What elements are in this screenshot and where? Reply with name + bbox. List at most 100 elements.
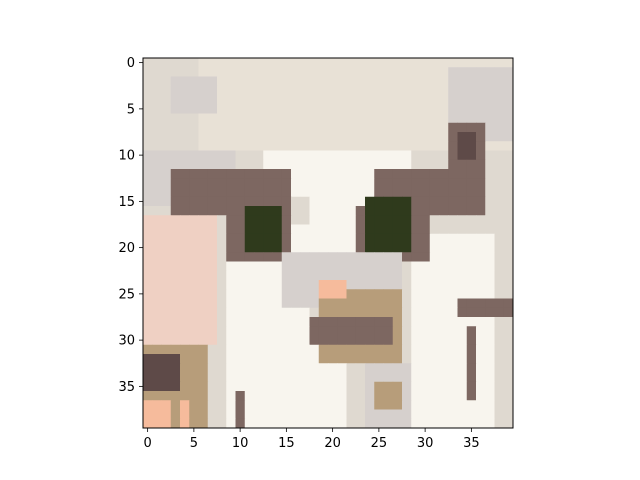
image-pixel (383, 169, 394, 179)
image-pixel (383, 344, 394, 355)
image-pixel (244, 344, 255, 355)
image-pixel (161, 58, 172, 68)
image-pixel (291, 317, 301, 327)
image-pixel (355, 298, 366, 309)
image-pixel (189, 150, 199, 161)
image-pixel (466, 261, 477, 272)
image-pixel (207, 76, 218, 87)
image-pixel (226, 169, 236, 179)
image-pixel (383, 150, 394, 161)
image-pixel (263, 391, 273, 401)
image-pixel (198, 335, 209, 346)
image-pixel (439, 150, 449, 161)
image-pixel (272, 132, 283, 142)
image-pixel (235, 150, 246, 161)
image-pixel (402, 307, 412, 318)
image-pixel (263, 381, 273, 392)
image-pixel (429, 307, 440, 318)
image-pixel (420, 141, 431, 151)
image-pixel (152, 76, 162, 87)
image-pixel (346, 243, 357, 253)
image-pixel (244, 85, 255, 96)
image-pixel (337, 344, 347, 355)
image-pixel (328, 141, 338, 151)
image-pixel (328, 317, 338, 327)
image-pixel (170, 400, 181, 410)
image-pixel (429, 206, 440, 216)
image-pixel (226, 104, 236, 114)
image-pixel (448, 252, 458, 262)
image-pixel (466, 76, 477, 87)
image-pixel (152, 270, 162, 281)
image-pixel (383, 363, 394, 373)
image-pixel (355, 85, 366, 96)
image-pixel (337, 113, 347, 124)
image-pixel (309, 391, 320, 401)
image-pixel (309, 187, 320, 198)
image-pixel (374, 243, 384, 253)
image-pixel (281, 252, 292, 262)
image-pixel (309, 261, 320, 272)
image-pixel (143, 178, 153, 188)
image-pixel (309, 409, 320, 420)
image-pixel (318, 132, 329, 142)
image-pixel (300, 381, 310, 392)
image-pixel (244, 159, 255, 170)
x-tick-label: 0 (143, 436, 151, 451)
image-pixel (198, 67, 209, 77)
image-pixel (207, 400, 218, 410)
image-pixel (466, 141, 477, 151)
image-pixel (263, 354, 273, 364)
y-tick-label: 10 (118, 149, 135, 164)
image-pixel (198, 381, 209, 392)
image-pixel (392, 307, 403, 318)
image-pixel (281, 354, 292, 364)
image-pixel (365, 372, 375, 383)
image-pixel (152, 335, 162, 346)
image-pixel (476, 326, 486, 336)
image-pixel (291, 224, 301, 235)
image-pixel (494, 196, 505, 207)
image-pixel (337, 270, 347, 281)
image-pixel (466, 289, 477, 299)
image-pixel (365, 196, 375, 207)
image-pixel (291, 95, 301, 105)
image-pixel (226, 187, 236, 198)
image-pixel (244, 280, 255, 290)
image-pixel (503, 159, 514, 170)
image-pixel (328, 224, 338, 235)
image-pixel (485, 132, 495, 142)
image-pixel (457, 233, 468, 244)
image-pixel (263, 335, 273, 346)
image-pixel (411, 104, 421, 114)
image-pixel (170, 298, 181, 309)
image-pixel (485, 381, 495, 392)
image-pixel (152, 196, 162, 207)
image-pixel (476, 280, 486, 290)
image-pixel (374, 76, 384, 87)
image-pixel (291, 187, 301, 198)
image-pixel (457, 298, 468, 309)
image-pixel (291, 141, 301, 151)
image-pixel (309, 95, 320, 105)
image-pixel (439, 409, 449, 420)
image-pixel (244, 169, 255, 179)
image-pixel (254, 196, 264, 207)
image-pixel (207, 141, 218, 151)
image-pixel (457, 252, 468, 262)
image-pixel (226, 261, 236, 272)
image-pixel (485, 307, 495, 318)
image-pixel (244, 233, 255, 244)
image-pixel (198, 243, 209, 253)
image-pixel (355, 159, 366, 170)
image-pixel (392, 261, 403, 272)
image-pixel (448, 344, 458, 355)
image-pixel (198, 215, 209, 225)
image-pixel (485, 113, 495, 124)
image-pixel (161, 307, 172, 318)
image-pixel (281, 113, 292, 124)
image-pixel (254, 344, 264, 355)
image-pixel (503, 76, 514, 87)
image-pixel (226, 270, 236, 281)
image-pixel (170, 67, 181, 77)
